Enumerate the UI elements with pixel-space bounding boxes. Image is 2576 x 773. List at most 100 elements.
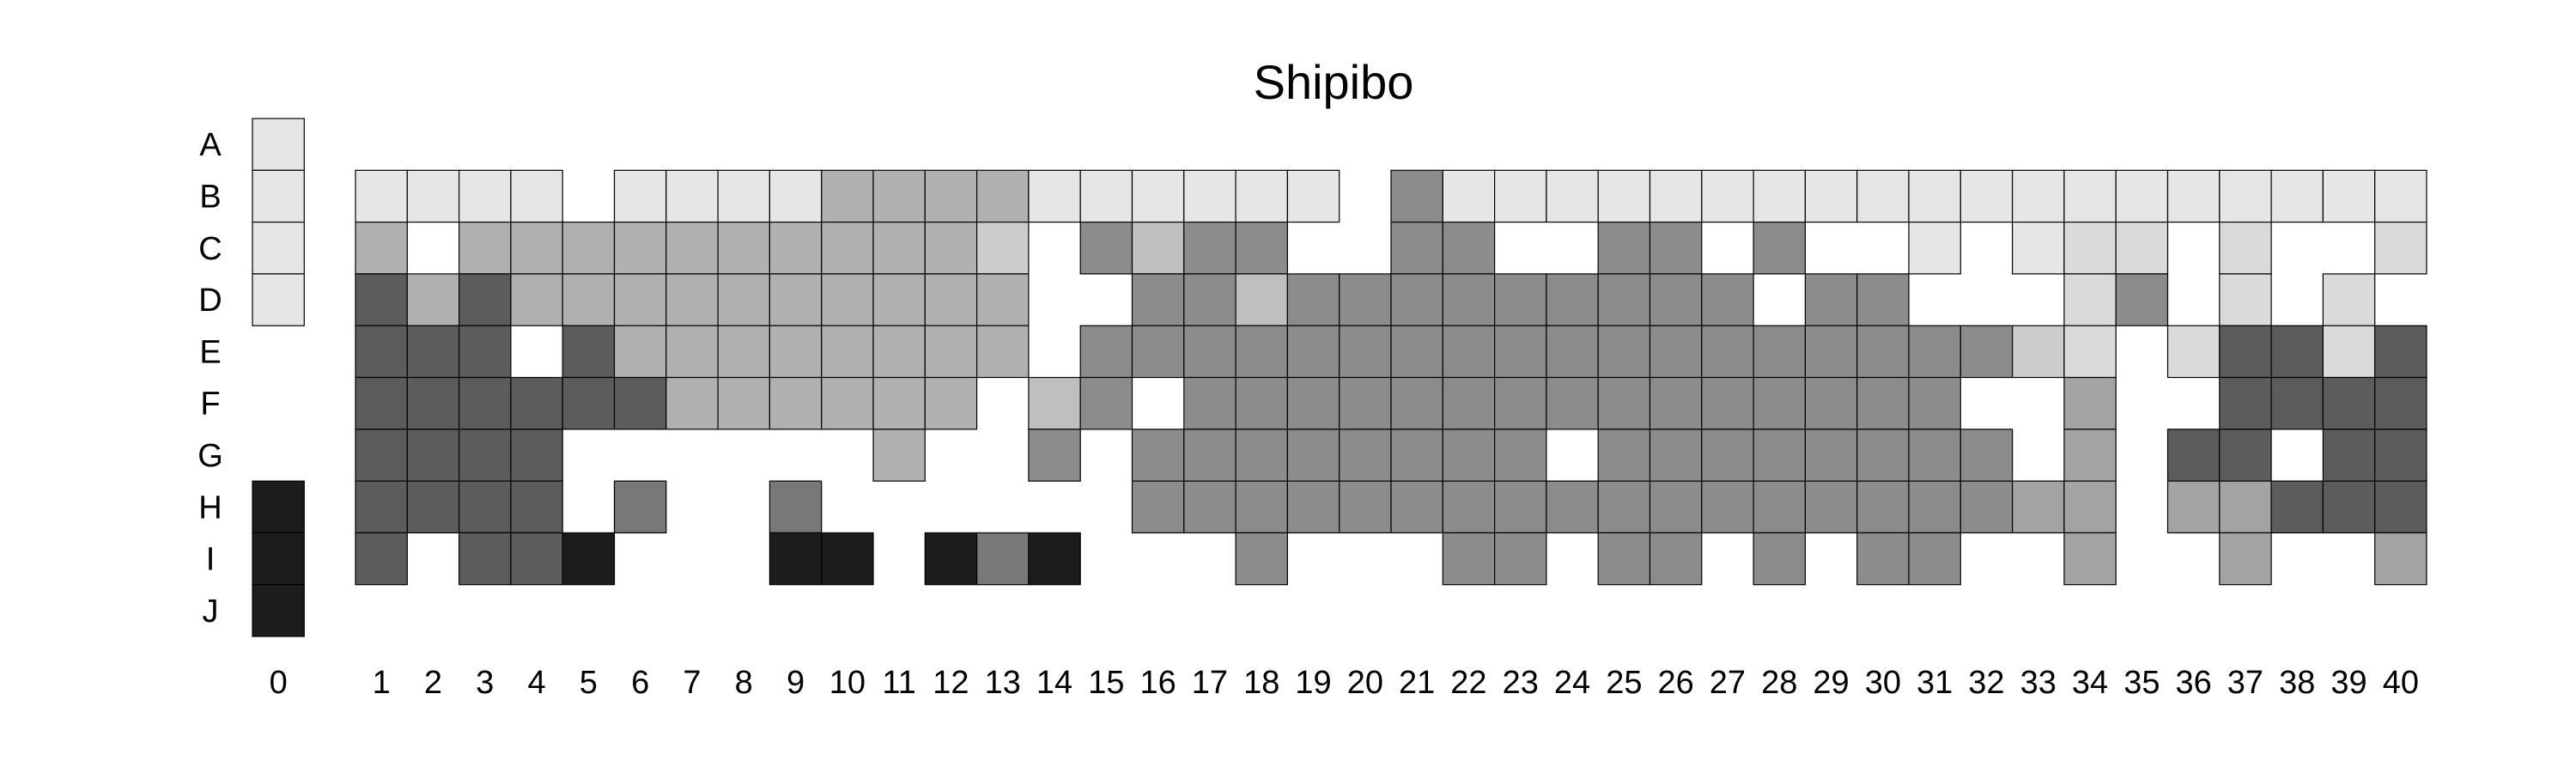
heatmap-cell-9-D — [769, 273, 823, 326]
column-label-3: 3 — [476, 665, 494, 701]
heatmap-cell-37-C — [2219, 222, 2272, 275]
heatmap-cell-23-I — [1493, 532, 1547, 586]
heatmap-cell-10-F — [821, 376, 874, 430]
column-label-40: 40 — [2383, 665, 2419, 701]
heatmap-cell-18-I — [1235, 532, 1288, 586]
column-label-27: 27 — [1710, 665, 1746, 701]
column-label-2: 2 — [424, 665, 442, 701]
heatmap-cell-8-C — [717, 222, 770, 275]
heatmap-cell-22-B — [1442, 169, 1496, 223]
heatmap-cell-36-G — [2166, 429, 2221, 482]
row-label-C: C — [198, 231, 222, 267]
heatmap-cell-24-E — [1546, 325, 1599, 379]
heatmap-cell-35-D — [2115, 273, 2169, 326]
heatmap-cell-13-B — [975, 169, 1030, 223]
row-label-D: D — [198, 283, 222, 319]
heatmap-cell-17-G — [1183, 429, 1236, 482]
column-label-30: 30 — [1865, 665, 1901, 701]
heatmap-cell-37-E — [2219, 325, 2272, 379]
column-label-39: 39 — [2330, 665, 2366, 701]
heatmap-cell-26-D — [1649, 273, 1703, 326]
heatmap-cell-14-I — [1028, 532, 1081, 586]
column-label-6: 6 — [631, 665, 649, 701]
column-label-14: 14 — [1036, 665, 1072, 701]
heatmap-cell-40-G — [2374, 429, 2427, 482]
heatmap-cell-18-C — [1235, 222, 1288, 275]
heatmap-cell-29-F — [1804, 376, 1858, 430]
heatmap-cell-9-B — [769, 169, 823, 223]
heatmap-cell-17-B — [1183, 169, 1236, 223]
heatmap-cell-1-C — [355, 222, 408, 275]
heatmap-cell-11-E — [872, 325, 926, 379]
column-label-32: 32 — [1968, 665, 2004, 701]
heatmap-cell-12-D — [924, 273, 978, 326]
heatmap-cell-13-E — [975, 325, 1030, 379]
heatmap-cell-15-B — [1079, 169, 1133, 223]
heatmap-cell-20-F — [1339, 376, 1392, 430]
heatmap-cell-22-C — [1442, 222, 1496, 275]
heatmap-cell-3-B — [458, 169, 512, 223]
heatmap-cell-24-H — [1546, 480, 1599, 533]
heatmap-cell-31-B — [1908, 169, 1961, 223]
heatmap-cell-8-F — [717, 376, 770, 430]
row-label-G: G — [197, 438, 223, 474]
heatmap-cell-18-B — [1235, 169, 1288, 223]
heatmap-cell-27-E — [1701, 325, 1754, 379]
heatmap-cell-1-B — [355, 169, 408, 223]
heatmap-cell-26-C — [1649, 222, 1703, 275]
heatmap-cell-4-I — [510, 532, 563, 586]
heatmap-cell-25-C — [1597, 222, 1651, 275]
heatmap-cell-29-H — [1804, 480, 1858, 533]
heatmap-cell-9-F — [769, 376, 823, 430]
heatmap-cell-40-C — [2374, 222, 2427, 275]
heatmap-cell-28-H — [1753, 480, 1806, 533]
heatmap-cell-7-D — [665, 273, 719, 326]
heatmap-cell-33-C — [2012, 222, 2065, 275]
heatmap-cell-13-C — [975, 222, 1030, 275]
column-label-8: 8 — [735, 665, 753, 701]
heatmap-cell-16-E — [1131, 325, 1185, 379]
column-label-7: 7 — [683, 665, 701, 701]
heatmap-cell-25-F — [1597, 376, 1651, 430]
heatmap-cell-5-C — [562, 222, 616, 275]
heatmap-cell-3-D — [458, 273, 512, 326]
column-label-25: 25 — [1606, 665, 1642, 701]
heatmap-cell-4-F — [510, 376, 563, 430]
heatmap-cell-18-F — [1235, 376, 1288, 430]
heatmap-cell-34-C — [2063, 222, 2117, 275]
heatmap-cell-20-D — [1339, 273, 1392, 326]
heatmap-cell-3-I — [458, 532, 512, 586]
heatmap-cell-1-E — [355, 325, 408, 379]
row-label-E: E — [199, 334, 221, 370]
heatmap-cell-13-D — [975, 273, 1030, 326]
heatmap-cell-17-F — [1183, 376, 1236, 430]
heatmap-cell-19-F — [1286, 376, 1340, 430]
column-label-5: 5 — [580, 665, 598, 701]
row-label-J: J — [203, 593, 219, 630]
heatmap-cell-5-F — [562, 376, 616, 430]
heatmap-cell-1-D — [355, 273, 408, 326]
heatmap-cell-4-C — [510, 222, 563, 275]
column-labels: 0 1 2 3 4 5 6 7 8 9 10 11 12 13 14 15 16 17 18 19 20 21 22 23 24… — [270, 665, 2419, 701]
column-label-22: 22 — [1450, 665, 1486, 701]
heatmap-cell-39-H — [2322, 480, 2376, 533]
column-label-34: 34 — [2072, 665, 2108, 701]
heatmap-cell-21-H — [1390, 480, 1443, 533]
heatmap-cell-11-C — [872, 222, 926, 275]
heatmap-cell-28-G — [1753, 429, 1806, 482]
column-label-15: 15 — [1088, 665, 1124, 701]
heatmap-cell-34-H — [2063, 480, 2117, 533]
heatmap-cell-19-D — [1286, 273, 1340, 326]
heatmap-cell-37-F — [2219, 376, 2272, 430]
heatmap-cell-3-C — [458, 222, 512, 275]
heatmap-cell-37-G — [2219, 429, 2272, 482]
heatmap-cell-24-B — [1546, 169, 1599, 223]
heatmap-cell-22-F — [1442, 376, 1496, 430]
column-label-33: 33 — [2020, 665, 2057, 701]
heatmap-cell-34-F — [2063, 376, 2117, 430]
column-label-31: 31 — [1917, 665, 1953, 701]
heatmap-cell-15-F — [1079, 376, 1133, 430]
heatmap-cell-17-C — [1183, 222, 1236, 275]
heatmap-cell-38-F — [2270, 376, 2324, 430]
